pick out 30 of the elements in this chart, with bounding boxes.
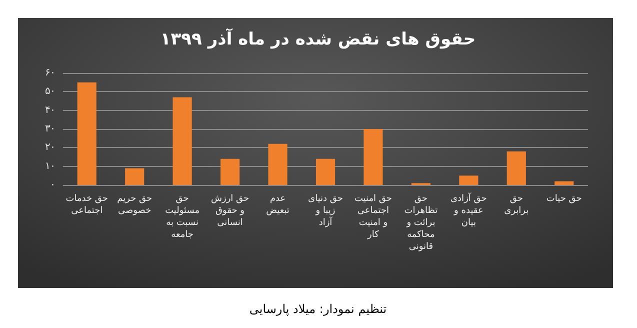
bar	[364, 129, 383, 185]
bar	[268, 144, 288, 185]
bar	[316, 158, 336, 185]
x-tick-label: حق ارزش و حقوق انسانی	[210, 194, 250, 228]
bar	[506, 151, 526, 185]
text: تنظیم نمودار: میلاد پارسایی	[249, 302, 387, 316]
bar	[459, 176, 478, 185]
y-tick-label: ۶۰	[45, 68, 55, 78]
bar	[125, 168, 144, 185]
y-tick-label: ۱۰	[45, 160, 55, 172]
x-tick-label: حق حیات	[546, 194, 582, 204]
x-tick-label: حق برابری	[504, 194, 529, 216]
bar	[554, 181, 574, 185]
bar	[172, 97, 192, 185]
y-tick-label: ۰	[50, 180, 55, 190]
x-tick-label: حق خدمات اجتماعی	[66, 194, 108, 216]
x-tick-label: حق امنیت اجتماعی و امنیت کار	[354, 194, 392, 240]
y-tick-label: ۵۰	[45, 86, 55, 98]
bar	[220, 158, 240, 185]
bar	[77, 82, 96, 185]
x-tick-label: عدم تبعیض	[266, 194, 290, 216]
chart-title: حقوق های نقض شده در ماه آذر ۱۳۹۹	[160, 28, 476, 50]
y-tick-label: ۲۰	[45, 142, 55, 154]
x-tick-label: حق مسئولیت نسبت به جامعه	[165, 194, 200, 240]
y-tick-label: ۳۰	[45, 124, 55, 134]
x-tick-label: حق دنیای زیبا و آزاد	[308, 194, 343, 228]
x-tick-label: حق تظاهرات برائت و محاکمه قانونی	[404, 194, 438, 252]
x-tick-label: حق آزادی عقیده و بیان	[450, 192, 487, 228]
x-tick-label: حق حریم خصوصی	[117, 194, 152, 216]
y-tick-label: ۴۰	[45, 104, 55, 116]
